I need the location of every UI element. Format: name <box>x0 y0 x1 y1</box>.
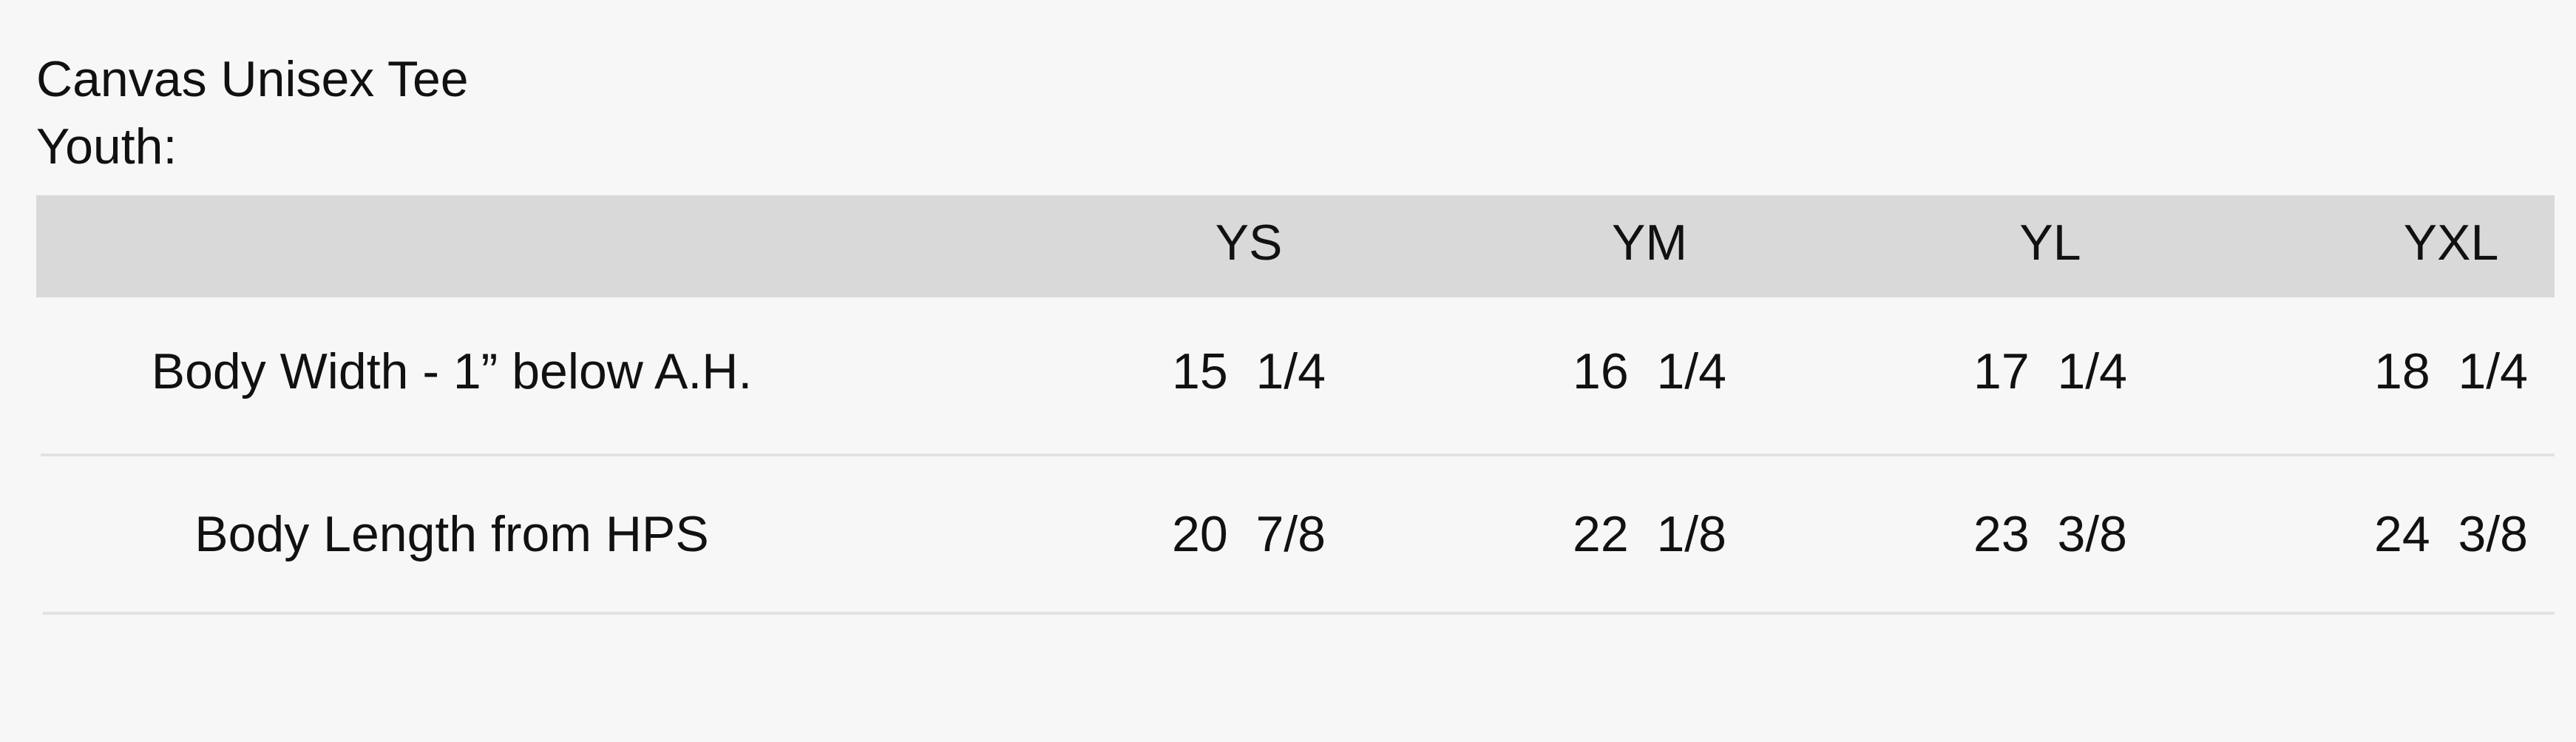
subtitle: Youth: <box>36 118 177 175</box>
column-header: YS <box>1216 215 1283 271</box>
cell-value: 17 1/4 <box>1973 343 2127 399</box>
row-label: Body Width - 1” below A.H. <box>152 343 753 399</box>
cell-value: 23 3/8 <box>1973 506 2127 562</box>
cell-value: 15 1/4 <box>1172 343 1326 399</box>
cell-value: 16 1/4 <box>1573 343 1726 399</box>
cell-value: 22 1/8 <box>1573 506 1726 562</box>
column-header: YXL <box>2404 215 2499 271</box>
cell-value: 18 1/4 <box>2374 343 2528 399</box>
cell-value: 24 3/8 <box>2374 506 2528 562</box>
header-row <box>36 195 2555 297</box>
column-header: YL <box>2019 215 2081 271</box>
column-header: YM <box>1612 215 1687 271</box>
row-label: Body Length from HPS <box>194 506 708 562</box>
cell-value: 20 7/8 <box>1172 506 1326 562</box>
product-title: Canvas Unisex Tee <box>36 51 469 107</box>
